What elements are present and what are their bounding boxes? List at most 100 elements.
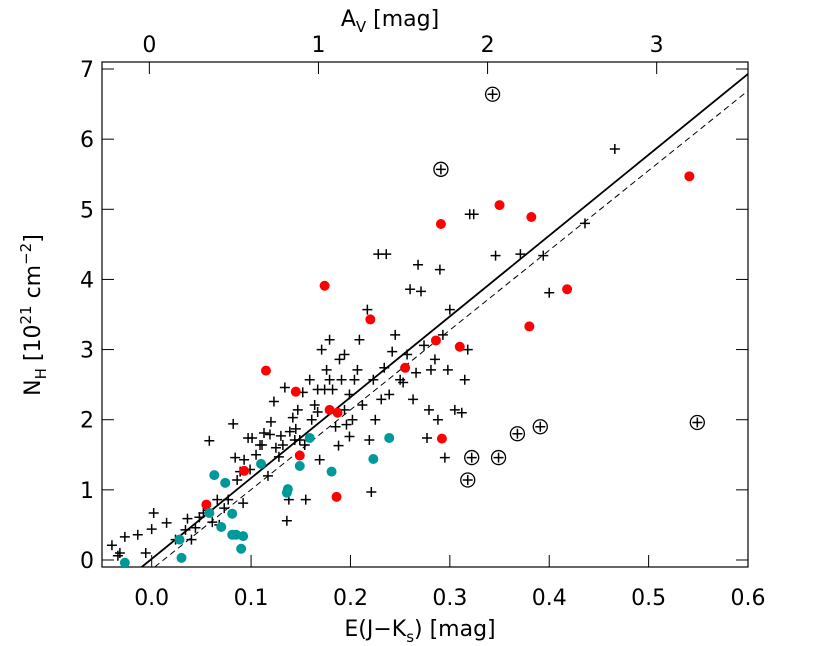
point bbox=[462, 344, 473, 355]
point bbox=[390, 329, 401, 340]
point bbox=[402, 349, 413, 360]
point-ring bbox=[460, 472, 476, 488]
y-tick-label: 0 bbox=[80, 549, 94, 574]
point bbox=[247, 432, 258, 443]
y-tick-label: 3 bbox=[80, 339, 94, 364]
point bbox=[146, 524, 157, 535]
fit-line bbox=[141, 73, 748, 567]
y-label-part: N bbox=[21, 379, 46, 395]
point bbox=[400, 362, 411, 373]
point bbox=[484, 86, 501, 102]
point bbox=[321, 364, 332, 375]
point bbox=[332, 407, 343, 418]
point bbox=[238, 498, 249, 509]
point-cross bbox=[535, 421, 546, 432]
point bbox=[376, 394, 387, 405]
point bbox=[262, 470, 273, 481]
y-tick-label: 7 bbox=[80, 58, 94, 83]
point bbox=[327, 384, 338, 395]
point bbox=[201, 499, 212, 510]
point bbox=[413, 259, 424, 270]
point bbox=[490, 449, 507, 466]
point bbox=[182, 513, 193, 524]
x-label-sub: s bbox=[406, 628, 414, 646]
point bbox=[270, 442, 281, 453]
point bbox=[421, 432, 432, 443]
point bbox=[459, 374, 470, 385]
point bbox=[398, 377, 409, 388]
point bbox=[140, 547, 151, 558]
point bbox=[460, 472, 476, 488]
y-label-sup: −2 bbox=[17, 243, 35, 265]
point bbox=[684, 171, 695, 182]
point bbox=[433, 161, 449, 177]
x2-tick-label: 1 bbox=[311, 33, 325, 58]
x-label-part: E(J−K bbox=[344, 617, 406, 642]
point bbox=[444, 304, 455, 315]
point bbox=[352, 364, 363, 375]
point-cross bbox=[435, 164, 446, 175]
point bbox=[292, 404, 303, 415]
point bbox=[436, 433, 447, 444]
point bbox=[344, 389, 355, 400]
point bbox=[344, 431, 355, 442]
point bbox=[442, 364, 453, 375]
point bbox=[204, 507, 215, 518]
x-label-part: ) [mag] bbox=[414, 617, 496, 642]
point bbox=[294, 461, 305, 471]
point bbox=[294, 450, 305, 461]
y-label-sub: H bbox=[32, 368, 50, 379]
x2-tick-label: 0 bbox=[142, 33, 156, 58]
point-cross bbox=[487, 89, 498, 100]
point bbox=[515, 249, 526, 260]
plot-frame bbox=[101, 61, 749, 568]
point bbox=[449, 404, 460, 415]
y-axis-label: NH [1021 cm−2] bbox=[17, 234, 50, 396]
point bbox=[230, 452, 241, 463]
point bbox=[239, 454, 250, 465]
point bbox=[454, 341, 465, 352]
point bbox=[405, 284, 416, 295]
point bbox=[256, 458, 267, 469]
point bbox=[689, 414, 705, 431]
point-ring bbox=[464, 449, 480, 466]
point bbox=[304, 432, 315, 443]
point bbox=[260, 365, 271, 376]
point bbox=[148, 507, 159, 518]
point bbox=[255, 439, 266, 450]
point bbox=[207, 517, 218, 528]
point bbox=[223, 494, 234, 505]
point bbox=[309, 399, 320, 410]
point bbox=[258, 428, 269, 439]
point bbox=[228, 418, 239, 429]
point bbox=[509, 426, 526, 442]
point bbox=[275, 430, 286, 441]
point bbox=[580, 218, 591, 229]
point bbox=[354, 334, 365, 345]
point-ring bbox=[433, 161, 449, 177]
y-label-part: cm bbox=[21, 265, 46, 306]
point bbox=[212, 494, 223, 505]
point bbox=[334, 354, 345, 365]
point bbox=[300, 494, 311, 505]
point bbox=[312, 384, 323, 395]
point bbox=[236, 543, 247, 554]
point bbox=[357, 399, 368, 410]
point-cross bbox=[462, 475, 473, 486]
y-tick-label: 2 bbox=[80, 409, 94, 434]
point bbox=[416, 286, 427, 297]
point bbox=[408, 394, 419, 405]
point bbox=[289, 435, 300, 446]
point bbox=[238, 531, 249, 542]
point bbox=[490, 250, 501, 261]
point bbox=[419, 340, 430, 351]
point bbox=[277, 439, 288, 450]
point bbox=[216, 522, 227, 533]
point bbox=[362, 304, 373, 315]
point bbox=[368, 453, 379, 464]
point bbox=[314, 454, 325, 465]
point-cross bbox=[493, 452, 504, 463]
x2-label-part: A bbox=[341, 7, 356, 32]
point bbox=[299, 439, 310, 450]
x-tick-label: 0.5 bbox=[631, 586, 666, 611]
